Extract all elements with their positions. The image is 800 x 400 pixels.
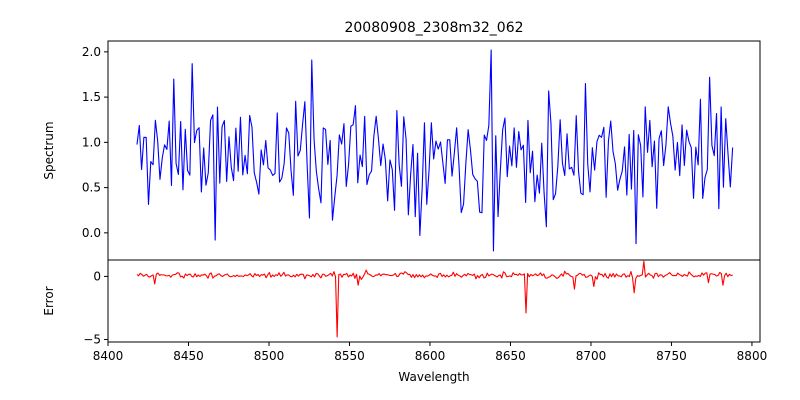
- x-tick-label: 8400: [93, 349, 124, 363]
- y-tick-label: 0.5: [82, 181, 101, 195]
- x-axis-label: Wavelength: [398, 370, 469, 384]
- series-line-spectrum: [136, 49, 734, 252]
- y-tick-label: 0: [93, 269, 101, 283]
- x-tick-label: 8800: [737, 349, 768, 363]
- x-tick-label: 8700: [576, 349, 607, 363]
- y-tick-label: 2.0: [82, 45, 101, 59]
- y-axis-label: Spectrum: [42, 121, 56, 179]
- y-tick-label: 1.0: [82, 135, 101, 149]
- spectrum-panel: 0.0 0.5 1.0 1.5 2.0 Spectrum 20080908_2308m32_…: [42, 20, 761, 261]
- x-tick-label: 8750: [656, 349, 687, 363]
- y-tick-label: −5: [83, 332, 101, 346]
- x-tick-label: 8650: [495, 349, 526, 363]
- x-tick-label: 8600: [415, 349, 446, 363]
- x-tick-label: 8500: [254, 349, 285, 363]
- y-tick-label: 1.5: [82, 90, 101, 104]
- x-tick-label: 8450: [173, 349, 204, 363]
- x-tick-label: 8550: [334, 349, 365, 363]
- y-axis-label: Error: [42, 286, 56, 315]
- axes-frame: [107, 259, 761, 343]
- chart-title: 20080908_2308m32_062: [344, 20, 523, 36]
- series-line-error: [136, 260, 733, 338]
- y-tick-label: 0.0: [82, 226, 101, 240]
- error-panel: 0 −5 8400 8450 8500 8550 8600 8650 8700 8750 8800 W…: [42, 259, 768, 384]
